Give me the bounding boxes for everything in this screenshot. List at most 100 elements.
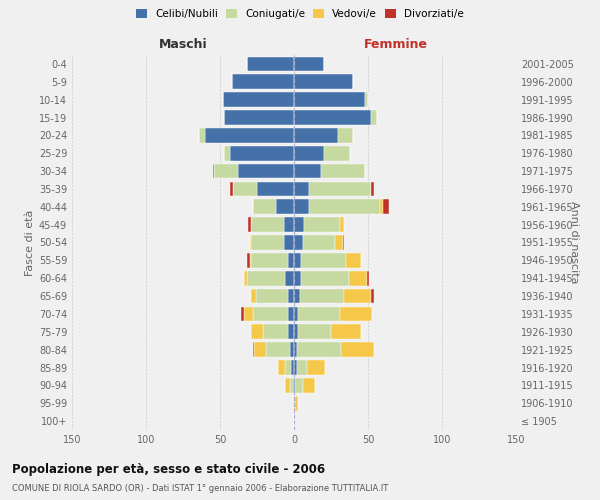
Bar	[294, 128, 338, 142]
Y-axis label: Fasce di età: Fasce di età	[25, 210, 35, 276]
Bar	[278, 360, 285, 375]
Bar	[294, 200, 309, 214]
Bar	[294, 253, 301, 268]
Bar	[288, 324, 294, 339]
Bar	[294, 182, 309, 196]
Bar	[383, 200, 389, 214]
Bar	[294, 74, 353, 89]
Bar	[294, 289, 300, 304]
Bar	[294, 324, 298, 339]
Bar	[340, 218, 344, 232]
Text: Popolazione per età, sesso e stato civile - 2006: Popolazione per età, sesso e stato civil…	[12, 462, 325, 475]
Bar	[371, 289, 374, 304]
Bar	[294, 378, 295, 392]
Bar	[338, 128, 353, 142]
Bar	[253, 342, 254, 357]
Legend: Celibi/Nubili, Coniugati/e, Vedovi/e, Divorziati/e: Celibi/Nubili, Coniugati/e, Vedovi/e, Di…	[132, 5, 468, 24]
Bar	[309, 200, 380, 214]
Bar	[371, 110, 377, 125]
Bar	[251, 253, 288, 268]
Bar	[294, 271, 301, 285]
Bar	[224, 146, 230, 160]
Bar	[380, 200, 383, 214]
Bar	[297, 342, 341, 357]
Bar	[294, 360, 297, 375]
Bar	[238, 164, 294, 178]
Bar	[323, 146, 350, 160]
Bar	[285, 378, 290, 392]
Bar	[284, 235, 294, 250]
Bar	[212, 164, 214, 178]
Bar	[344, 289, 371, 304]
Bar	[266, 342, 290, 357]
Bar	[294, 235, 303, 250]
Bar	[294, 110, 371, 125]
Bar	[294, 56, 323, 71]
Bar	[284, 218, 294, 232]
Bar	[248, 218, 251, 232]
Bar	[285, 360, 291, 375]
Bar	[309, 182, 371, 196]
Bar	[241, 306, 244, 322]
Bar	[214, 164, 238, 178]
Bar	[301, 271, 349, 285]
Bar	[297, 360, 307, 375]
Bar	[288, 253, 294, 268]
Bar	[251, 324, 263, 339]
Bar	[223, 92, 294, 107]
Bar	[250, 253, 251, 268]
Bar	[298, 306, 340, 322]
Text: Maschi: Maschi	[158, 38, 208, 52]
Bar	[340, 306, 373, 322]
Bar	[293, 396, 294, 410]
Bar	[293, 378, 294, 392]
Text: COMUNE DI RIOLA SARDO (OR) - Dati ISTAT 1° gennaio 2006 - Elaborazione TUTTITALI: COMUNE DI RIOLA SARDO (OR) - Dati ISTAT …	[12, 484, 388, 493]
Bar	[294, 342, 297, 357]
Bar	[230, 146, 294, 160]
Bar	[257, 182, 294, 196]
Bar	[251, 218, 284, 232]
Bar	[320, 164, 365, 178]
Bar	[288, 289, 294, 304]
Bar	[294, 306, 298, 322]
Bar	[256, 289, 288, 304]
Y-axis label: Anni di nascita: Anni di nascita	[569, 201, 579, 284]
Bar	[335, 235, 343, 250]
Bar	[307, 360, 325, 375]
Bar	[276, 200, 294, 214]
Bar	[251, 289, 256, 304]
Bar	[304, 218, 340, 232]
Bar	[244, 271, 247, 285]
Bar	[253, 200, 276, 214]
Bar	[247, 253, 250, 268]
Bar	[367, 271, 370, 285]
Bar	[303, 235, 335, 250]
Bar	[244, 306, 253, 322]
Bar	[301, 253, 346, 268]
Bar	[253, 306, 288, 322]
Bar	[250, 235, 251, 250]
Bar	[298, 324, 331, 339]
Bar	[290, 342, 294, 357]
Bar	[224, 110, 294, 125]
Bar	[371, 182, 374, 196]
Bar	[365, 92, 368, 107]
Bar	[294, 218, 304, 232]
Bar	[288, 306, 294, 322]
Bar	[254, 342, 266, 357]
Bar	[251, 235, 284, 250]
Bar	[291, 360, 294, 375]
Bar	[295, 378, 303, 392]
Bar	[199, 128, 205, 142]
Text: Femmine: Femmine	[364, 38, 428, 52]
Bar	[303, 378, 315, 392]
Bar	[294, 146, 323, 160]
Bar	[331, 324, 361, 339]
Bar	[233, 182, 257, 196]
Bar	[230, 182, 233, 196]
Bar	[341, 342, 374, 357]
Bar	[247, 56, 294, 71]
Bar	[294, 396, 295, 410]
Bar	[247, 271, 285, 285]
Bar	[232, 74, 294, 89]
